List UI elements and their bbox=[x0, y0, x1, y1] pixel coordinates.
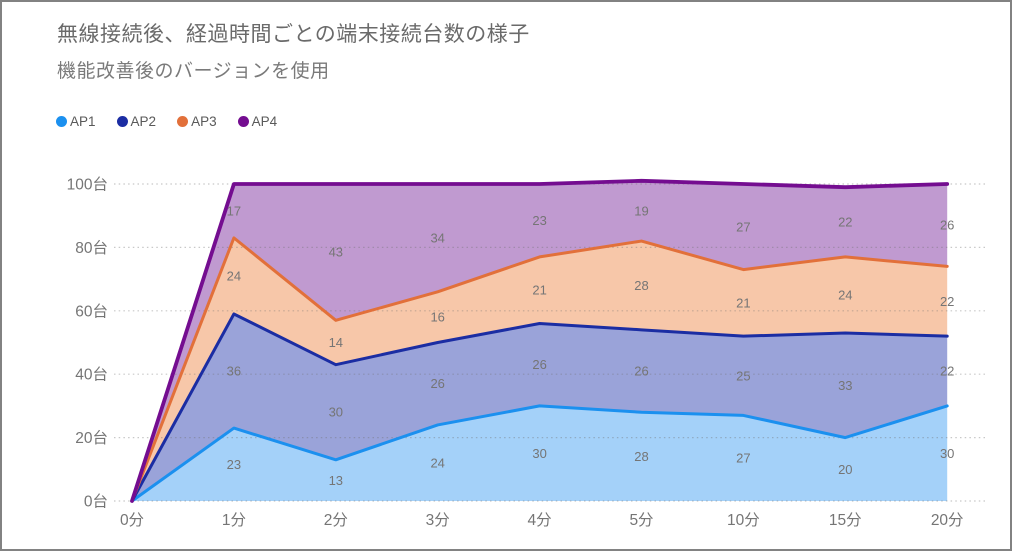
value-label-AP3-4分: 21 bbox=[532, 283, 546, 298]
data-labels: 23 13 24 30 28 27 20 30 36 30 26 26 26 25 33 22 24 14 16 21… bbox=[227, 203, 955, 487]
legend-item-AP1: AP1 bbox=[56, 114, 96, 129]
line-AP1 bbox=[130, 404, 949, 503]
value-label-AP4-3分: 34 bbox=[430, 230, 444, 245]
value-label-AP2-20分: 22 bbox=[940, 364, 954, 379]
value-label-AP2-3分: 26 bbox=[430, 376, 444, 391]
value-label-AP4-2分: 43 bbox=[329, 245, 343, 260]
chart-title: 無線接続後、経過時間ごとの端末接続台数の様子 bbox=[57, 23, 530, 46]
value-label-AP4-4分: 23 bbox=[532, 213, 546, 228]
line-AP3 bbox=[130, 236, 949, 503]
value-label-AP3-3分: 16 bbox=[430, 310, 444, 325]
value-label-AP2-5分: 26 bbox=[634, 364, 648, 379]
x-axis-labels: 0分 1分 2分 3分 4分 5分 10分 15分 20分 bbox=[120, 511, 964, 529]
value-label-AP1-1分: 23 bbox=[227, 457, 241, 472]
value-label-AP3-15分: 24 bbox=[838, 287, 852, 302]
legend: AP1 AP2 AP3 AP4 bbox=[56, 114, 298, 129]
chart-subtitle: 機能改善後のバージョンを使用 bbox=[57, 61, 330, 82]
value-label-AP2-2分: 30 bbox=[329, 405, 343, 420]
area-AP1 bbox=[132, 405, 948, 501]
legend-item-AP3: AP3 bbox=[177, 114, 217, 129]
legend-marker-AP2 bbox=[116, 116, 128, 127]
y-tick-60台: 60台 bbox=[75, 302, 108, 320]
y-tick-20台: 20台 bbox=[75, 429, 108, 447]
value-label-AP1-15分: 20 bbox=[838, 462, 852, 477]
series-lines bbox=[130, 178, 950, 503]
legend-label-AP1: AP1 bbox=[70, 114, 96, 129]
x-tick-0分: 0分 bbox=[120, 511, 144, 529]
x-tick-20分: 20分 bbox=[931, 511, 964, 529]
y-axis-labels: 0台 20台 40台 60台 80台 100台 bbox=[67, 176, 108, 511]
value-label-AP3-5分: 28 bbox=[634, 278, 648, 293]
value-label-AP4-1分: 17 bbox=[227, 203, 241, 218]
value-label-AP2-15分: 33 bbox=[838, 378, 852, 393]
value-label-AP2-4分: 26 bbox=[532, 357, 546, 372]
x-tick-3分: 3分 bbox=[426, 511, 450, 529]
line-AP2 bbox=[130, 312, 949, 503]
legend-item-AP4: AP4 bbox=[237, 114, 278, 129]
value-label-AP4-10分: 27 bbox=[736, 219, 750, 234]
areas bbox=[132, 180, 948, 501]
legend-marker-AP4 bbox=[237, 116, 249, 127]
legend-item-AP2: AP2 bbox=[116, 114, 157, 129]
y-tick-40台: 40台 bbox=[75, 366, 108, 384]
value-label-AP1-3分: 24 bbox=[430, 455, 444, 470]
area-AP4 bbox=[132, 180, 948, 501]
value-label-AP1-2分: 13 bbox=[329, 473, 343, 488]
value-label-AP1-5分: 28 bbox=[634, 449, 648, 464]
value-label-AP3-10分: 21 bbox=[736, 295, 750, 310]
legend-marker-AP1 bbox=[56, 116, 67, 127]
y-tick-80台: 80台 bbox=[75, 239, 108, 257]
line-AP4 bbox=[130, 178, 950, 503]
x-tick-4分: 4分 bbox=[528, 511, 552, 529]
value-label-AP1-10分: 27 bbox=[736, 451, 750, 466]
value-label-AP3-20分: 22 bbox=[940, 294, 954, 309]
x-tick-2分: 2分 bbox=[324, 511, 348, 529]
value-label-AP3-1分: 24 bbox=[227, 268, 241, 283]
x-tick-1分: 1分 bbox=[222, 511, 246, 529]
area-AP2 bbox=[132, 313, 948, 501]
value-label-AP1-4分: 30 bbox=[532, 446, 546, 461]
x-tick-5分: 5分 bbox=[629, 511, 653, 529]
value-label-AP4-5分: 19 bbox=[634, 203, 648, 218]
y-tick-0台: 0台 bbox=[84, 493, 108, 511]
legend-label-AP4: AP4 bbox=[251, 114, 278, 129]
value-label-AP2-1分: 36 bbox=[227, 364, 241, 379]
value-label-AP4-20分: 26 bbox=[940, 218, 954, 233]
area-AP3 bbox=[132, 237, 948, 501]
y-tick-100台: 100台 bbox=[67, 176, 108, 194]
value-label-AP2-10分: 25 bbox=[736, 368, 750, 383]
value-label-AP3-2分: 14 bbox=[329, 335, 343, 350]
legend-marker-AP3 bbox=[177, 116, 189, 127]
legend-label-AP2: AP2 bbox=[130, 114, 157, 129]
x-tick-15分: 15分 bbox=[829, 511, 862, 529]
x-tick-10分: 10分 bbox=[727, 511, 760, 529]
value-label-AP1-20分: 30 bbox=[940, 446, 954, 461]
value-label-AP4-15分: 22 bbox=[838, 215, 852, 230]
legend-label-AP3: AP3 bbox=[191, 114, 217, 129]
